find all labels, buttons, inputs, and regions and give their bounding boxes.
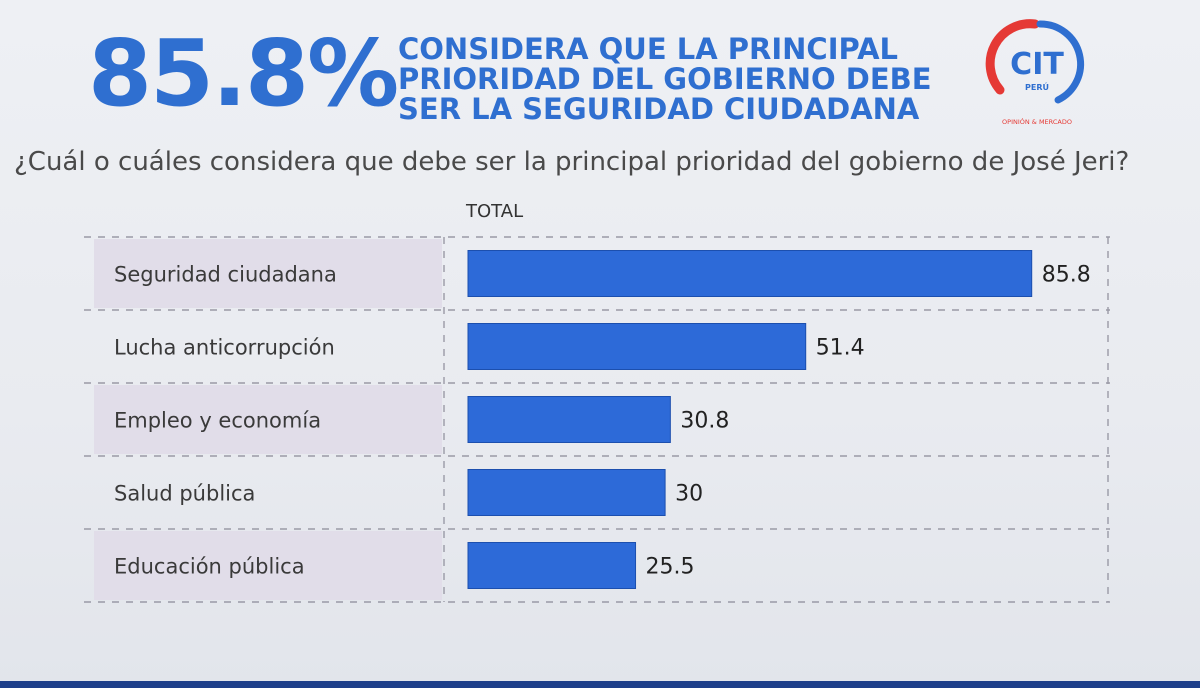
bar bbox=[467, 323, 807, 370]
bar bbox=[467, 469, 666, 516]
category-label: Empleo y economía bbox=[114, 409, 321, 433]
category-label: Lucha anticorrupción bbox=[114, 336, 335, 360]
cit-logo: CIT PERÚ OPINIÓN & MERCADO bbox=[985, 19, 1085, 126]
data-label: 25.5 bbox=[646, 555, 695, 580]
data-label: 30.8 bbox=[680, 409, 729, 434]
label-band bbox=[94, 239, 442, 308]
category-label: Educación pública bbox=[114, 555, 305, 579]
label-band bbox=[94, 531, 442, 600]
logo-ring-blue bbox=[1036, 20, 1085, 104]
headline-percent: 85.8% bbox=[88, 20, 399, 127]
label-band bbox=[94, 385, 442, 454]
series-label: TOTAL bbox=[466, 201, 524, 222]
logo-text: CIT bbox=[1010, 47, 1064, 82]
bottom-strip bbox=[0, 681, 1200, 688]
logo-tagline: OPINIÓN & MERCADO bbox=[1002, 117, 1072, 126]
bar bbox=[467, 250, 1033, 297]
data-label: 51.4 bbox=[816, 336, 865, 361]
bar bbox=[467, 396, 671, 443]
data-label: 30 bbox=[675, 482, 703, 507]
category-label: Salud pública bbox=[114, 482, 255, 506]
survey-question: ¿Cuál o cuáles considera que debe ser la… bbox=[14, 147, 1130, 177]
headline-line-1: CONSIDERA QUE LA PRINCIPAL bbox=[398, 32, 898, 66]
logo-ring-red bbox=[985, 19, 1040, 95]
data-label: 85.8 bbox=[1042, 263, 1091, 288]
logo-sub: PERÚ bbox=[1025, 81, 1049, 92]
headline-text: CONSIDERA QUE LA PRINCIPAL PRIORIDAD DEL… bbox=[398, 34, 988, 124]
bar bbox=[467, 542, 637, 589]
category-label: Seguridad ciudadana bbox=[114, 263, 337, 287]
headline-line-2: PRIORIDAD DEL GOBIERNO DEBE bbox=[398, 62, 932, 96]
headline-line-3: SER LA SEGURIDAD CIUDADANA bbox=[398, 92, 920, 126]
